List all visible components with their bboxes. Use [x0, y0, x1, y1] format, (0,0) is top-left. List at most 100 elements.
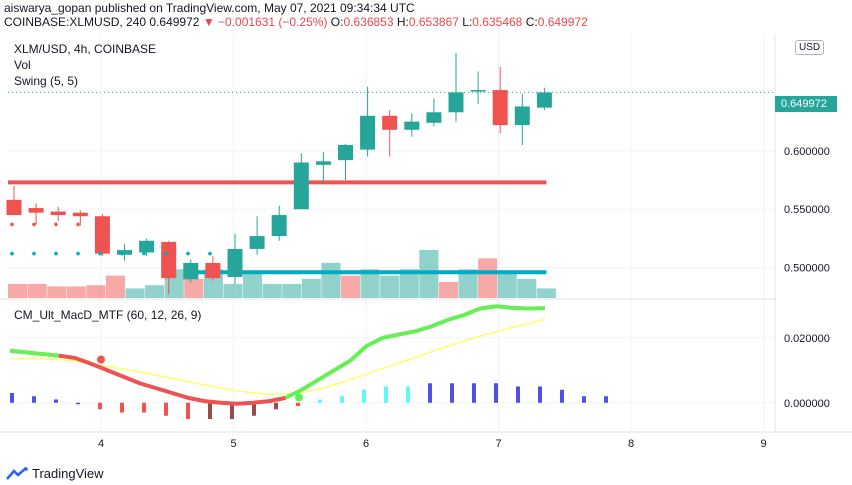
signal-line [9, 318, 546, 396]
candle-body [404, 121, 420, 130]
macd-histogram-bar [560, 389, 564, 403]
publisher-line: aiswarya_gopan published on TradingView.… [4, 1, 415, 15]
swing-low-dot [32, 251, 36, 256]
price-axis-tick: 0.600000 [784, 146, 830, 158]
macd-histogram-bar [10, 393, 14, 403]
macd-histogram-bar [296, 402, 300, 406]
candle-body [94, 216, 110, 254]
macd-histogram-bar [384, 386, 388, 403]
volume-bar [458, 269, 478, 298]
candle-body [117, 250, 132, 255]
candle-body [536, 92, 552, 108]
volume-bar [243, 273, 263, 298]
currency-button[interactable]: USD [795, 40, 825, 55]
macd-histogram-bar [494, 383, 498, 403]
swing-high-dot [54, 222, 58, 227]
volume-bar [8, 283, 28, 298]
high-value: 0.653867 [408, 15, 459, 29]
volume-bar [223, 283, 243, 298]
volume-bar [438, 282, 458, 298]
macd-axis-tick: 0.000000 [784, 398, 830, 410]
macd-histogram-bar [208, 402, 212, 419]
candle-body [271, 215, 287, 237]
candle-body [161, 241, 177, 279]
open-value: 0.636853 [343, 15, 394, 29]
vol-legend: Vol [14, 58, 31, 72]
candle-body [514, 106, 530, 126]
macd-histogram-bar [318, 399, 322, 403]
macd-histogram-bar [362, 389, 366, 403]
footer-brand-label: TradingView [32, 466, 104, 481]
swing-low-dot [54, 251, 58, 256]
low-value: 0.635468 [472, 15, 523, 29]
macd-histogram-bar [252, 402, 256, 416]
macd-histogram-bar [472, 383, 476, 403]
macd-histogram-bar [274, 402, 278, 410]
volume-bar [125, 288, 145, 298]
time-axis-tick: 7 [495, 438, 501, 450]
volume-bar [517, 278, 537, 298]
volume-bar [262, 283, 282, 298]
swing-low-dot [142, 251, 146, 256]
swing-legend: Swing (5, 5) [14, 74, 79, 88]
swing-high-dot [10, 222, 14, 227]
candle-body [470, 90, 486, 92]
candle-body [293, 162, 309, 210]
volume-bar [27, 283, 47, 298]
volume-bar [105, 275, 126, 298]
macd-legend: CM_Ult_MacD_MTF (60, 12, 26, 9) [14, 308, 202, 322]
volume-bar [184, 278, 204, 298]
volume-bar [360, 269, 380, 298]
macd-histogram-bar [450, 383, 454, 403]
volume-bar [321, 262, 341, 298]
close-label: C: [525, 15, 538, 29]
time-axis-tick: 4 [98, 438, 104, 450]
footer-brand[interactable]: TradingView [6, 466, 104, 481]
open-label: O: [330, 15, 344, 29]
chart-title: XLM/USD, 4h, COINBASE [14, 42, 157, 56]
macd-histogram-bar [538, 386, 542, 403]
symbol-label: COINBASE:XLMUSD, 240 [4, 15, 147, 29]
candle-body [338, 144, 353, 161]
volume-bar [47, 286, 67, 298]
candle-body [492, 90, 508, 126]
macd-histogram-bar [142, 402, 146, 413]
macd-histogram-bar [406, 386, 410, 403]
macd-axis-tick: 0.020000 [784, 333, 830, 345]
candle-body [50, 211, 66, 216]
macd-histogram-bar [604, 396, 608, 403]
high-label: H: [396, 15, 409, 29]
low-label: L: [462, 15, 473, 29]
volume-bar [497, 273, 517, 298]
tradingview-logo-icon [6, 466, 28, 480]
bullish-cross-dot [295, 393, 303, 402]
price-axis-tick: 0.550000 [784, 204, 830, 216]
swing-low-dot [164, 251, 168, 256]
chart-canvas[interactable]: 0.500000 0.550000 0.600000 0.000000 0.020000… [0, 34, 852, 459]
macd-histogram-bar [98, 402, 102, 410]
close-value: 0.649972 [537, 15, 588, 29]
candle-body [426, 112, 442, 123]
swing-low-dot [208, 251, 212, 256]
volume-bar [399, 269, 419, 298]
volume-bar [380, 275, 400, 298]
ohlc-line: COINBASE:XLMUSD, 240 0.649972 ▼ −0.00163… [4, 15, 588, 29]
swing-low-dot [76, 251, 80, 256]
volume-bar [282, 283, 302, 298]
candle-body [139, 240, 155, 253]
macd-histogram-bar [186, 402, 190, 419]
swing-low-dot [186, 251, 190, 256]
price-axis-tick: 0.500000 [784, 263, 830, 275]
candle-body [183, 262, 199, 280]
candle-body [72, 212, 88, 217]
macd-histogram-bar [164, 402, 168, 416]
candle-body [315, 161, 331, 165]
macd-histogram-bar [32, 396, 36, 403]
bearish-cross-dot [97, 355, 105, 364]
last-price: 0.649972 [149, 15, 200, 29]
macd-histogram-bar [582, 396, 586, 403]
candle-body [205, 262, 221, 279]
swing-high-dot [76, 222, 80, 227]
candle-body [360, 115, 376, 150]
volume-bar [145, 285, 165, 298]
